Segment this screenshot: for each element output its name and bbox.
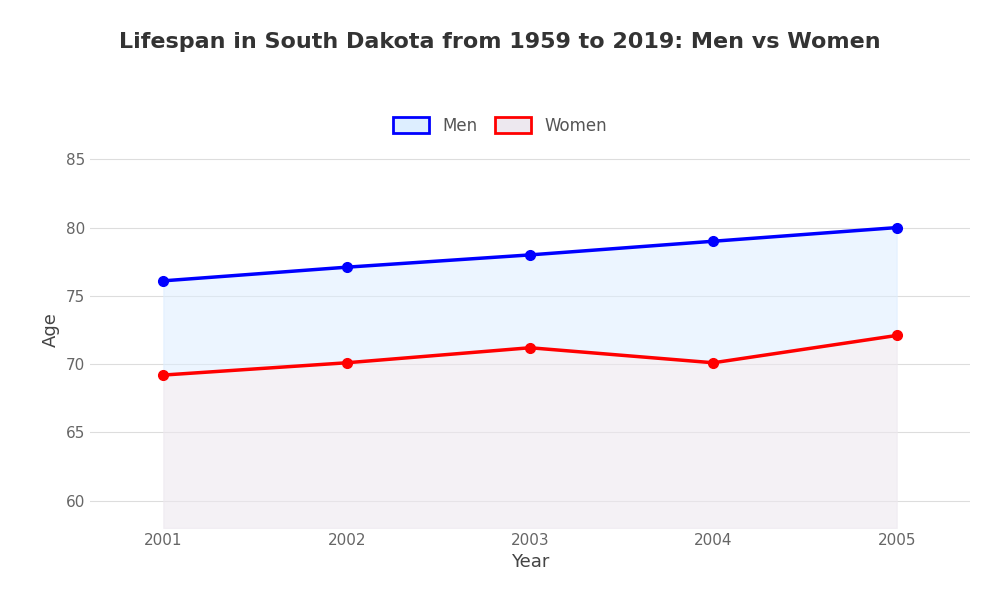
X-axis label: Year: Year xyxy=(511,553,549,571)
Text: Lifespan in South Dakota from 1959 to 2019: Men vs Women: Lifespan in South Dakota from 1959 to 20… xyxy=(119,32,881,52)
Y-axis label: Age: Age xyxy=(42,313,60,347)
Legend: Men, Women: Men, Women xyxy=(386,110,614,142)
